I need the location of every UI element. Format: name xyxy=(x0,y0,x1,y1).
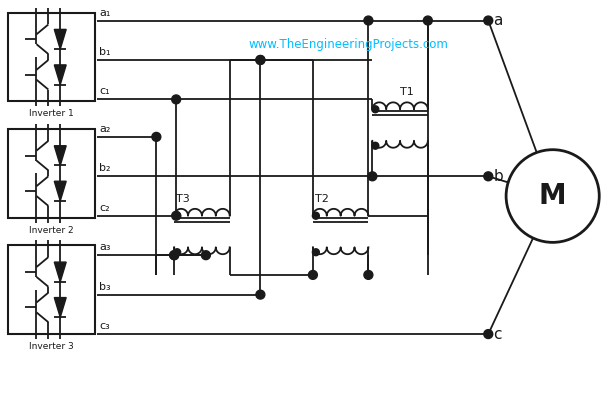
Circle shape xyxy=(364,270,373,279)
Polygon shape xyxy=(54,65,66,85)
Bar xyxy=(8,13,95,101)
Circle shape xyxy=(174,249,181,256)
Text: c₂: c₂ xyxy=(99,203,109,213)
Text: www.TheEngineeringProjects.com: www.TheEngineeringProjects.com xyxy=(248,38,448,51)
Text: b₃: b₃ xyxy=(99,282,111,292)
Text: a₁: a₁ xyxy=(99,8,111,17)
Text: M: M xyxy=(539,182,567,210)
Circle shape xyxy=(256,55,265,65)
Text: a₂: a₂ xyxy=(99,124,111,134)
Circle shape xyxy=(152,132,161,141)
Text: b: b xyxy=(493,169,503,184)
Text: Inverter 1: Inverter 1 xyxy=(29,109,74,118)
Text: c₃: c₃ xyxy=(99,321,110,331)
Circle shape xyxy=(312,212,320,219)
Circle shape xyxy=(256,290,265,299)
Circle shape xyxy=(423,16,432,25)
Polygon shape xyxy=(54,297,66,317)
Polygon shape xyxy=(54,146,66,166)
Polygon shape xyxy=(54,262,66,282)
Circle shape xyxy=(172,211,181,220)
Text: c₁: c₁ xyxy=(99,86,109,97)
Text: b₁: b₁ xyxy=(99,47,111,57)
Text: T2: T2 xyxy=(315,194,329,204)
Circle shape xyxy=(201,251,210,260)
Circle shape xyxy=(170,251,179,260)
Text: Inverter 3: Inverter 3 xyxy=(29,342,74,351)
Text: T3: T3 xyxy=(176,194,190,204)
Text: b₂: b₂ xyxy=(99,164,111,173)
Text: a₃: a₃ xyxy=(99,242,111,252)
Circle shape xyxy=(484,16,493,25)
Circle shape xyxy=(372,142,379,149)
Circle shape xyxy=(172,95,181,104)
Circle shape xyxy=(372,106,379,113)
Circle shape xyxy=(256,55,265,65)
Polygon shape xyxy=(54,29,66,49)
Circle shape xyxy=(368,172,377,181)
Circle shape xyxy=(364,16,373,25)
Circle shape xyxy=(174,212,181,219)
Text: T1: T1 xyxy=(400,88,414,97)
Circle shape xyxy=(484,172,493,181)
Polygon shape xyxy=(54,181,66,201)
Text: a: a xyxy=(493,13,503,28)
Bar xyxy=(8,246,95,334)
Circle shape xyxy=(170,251,179,260)
Circle shape xyxy=(309,270,317,279)
Circle shape xyxy=(484,329,493,339)
Circle shape xyxy=(506,150,599,242)
Circle shape xyxy=(312,249,320,256)
Text: Inverter 2: Inverter 2 xyxy=(29,226,74,234)
Text: c: c xyxy=(493,327,502,342)
Bar xyxy=(8,129,95,218)
